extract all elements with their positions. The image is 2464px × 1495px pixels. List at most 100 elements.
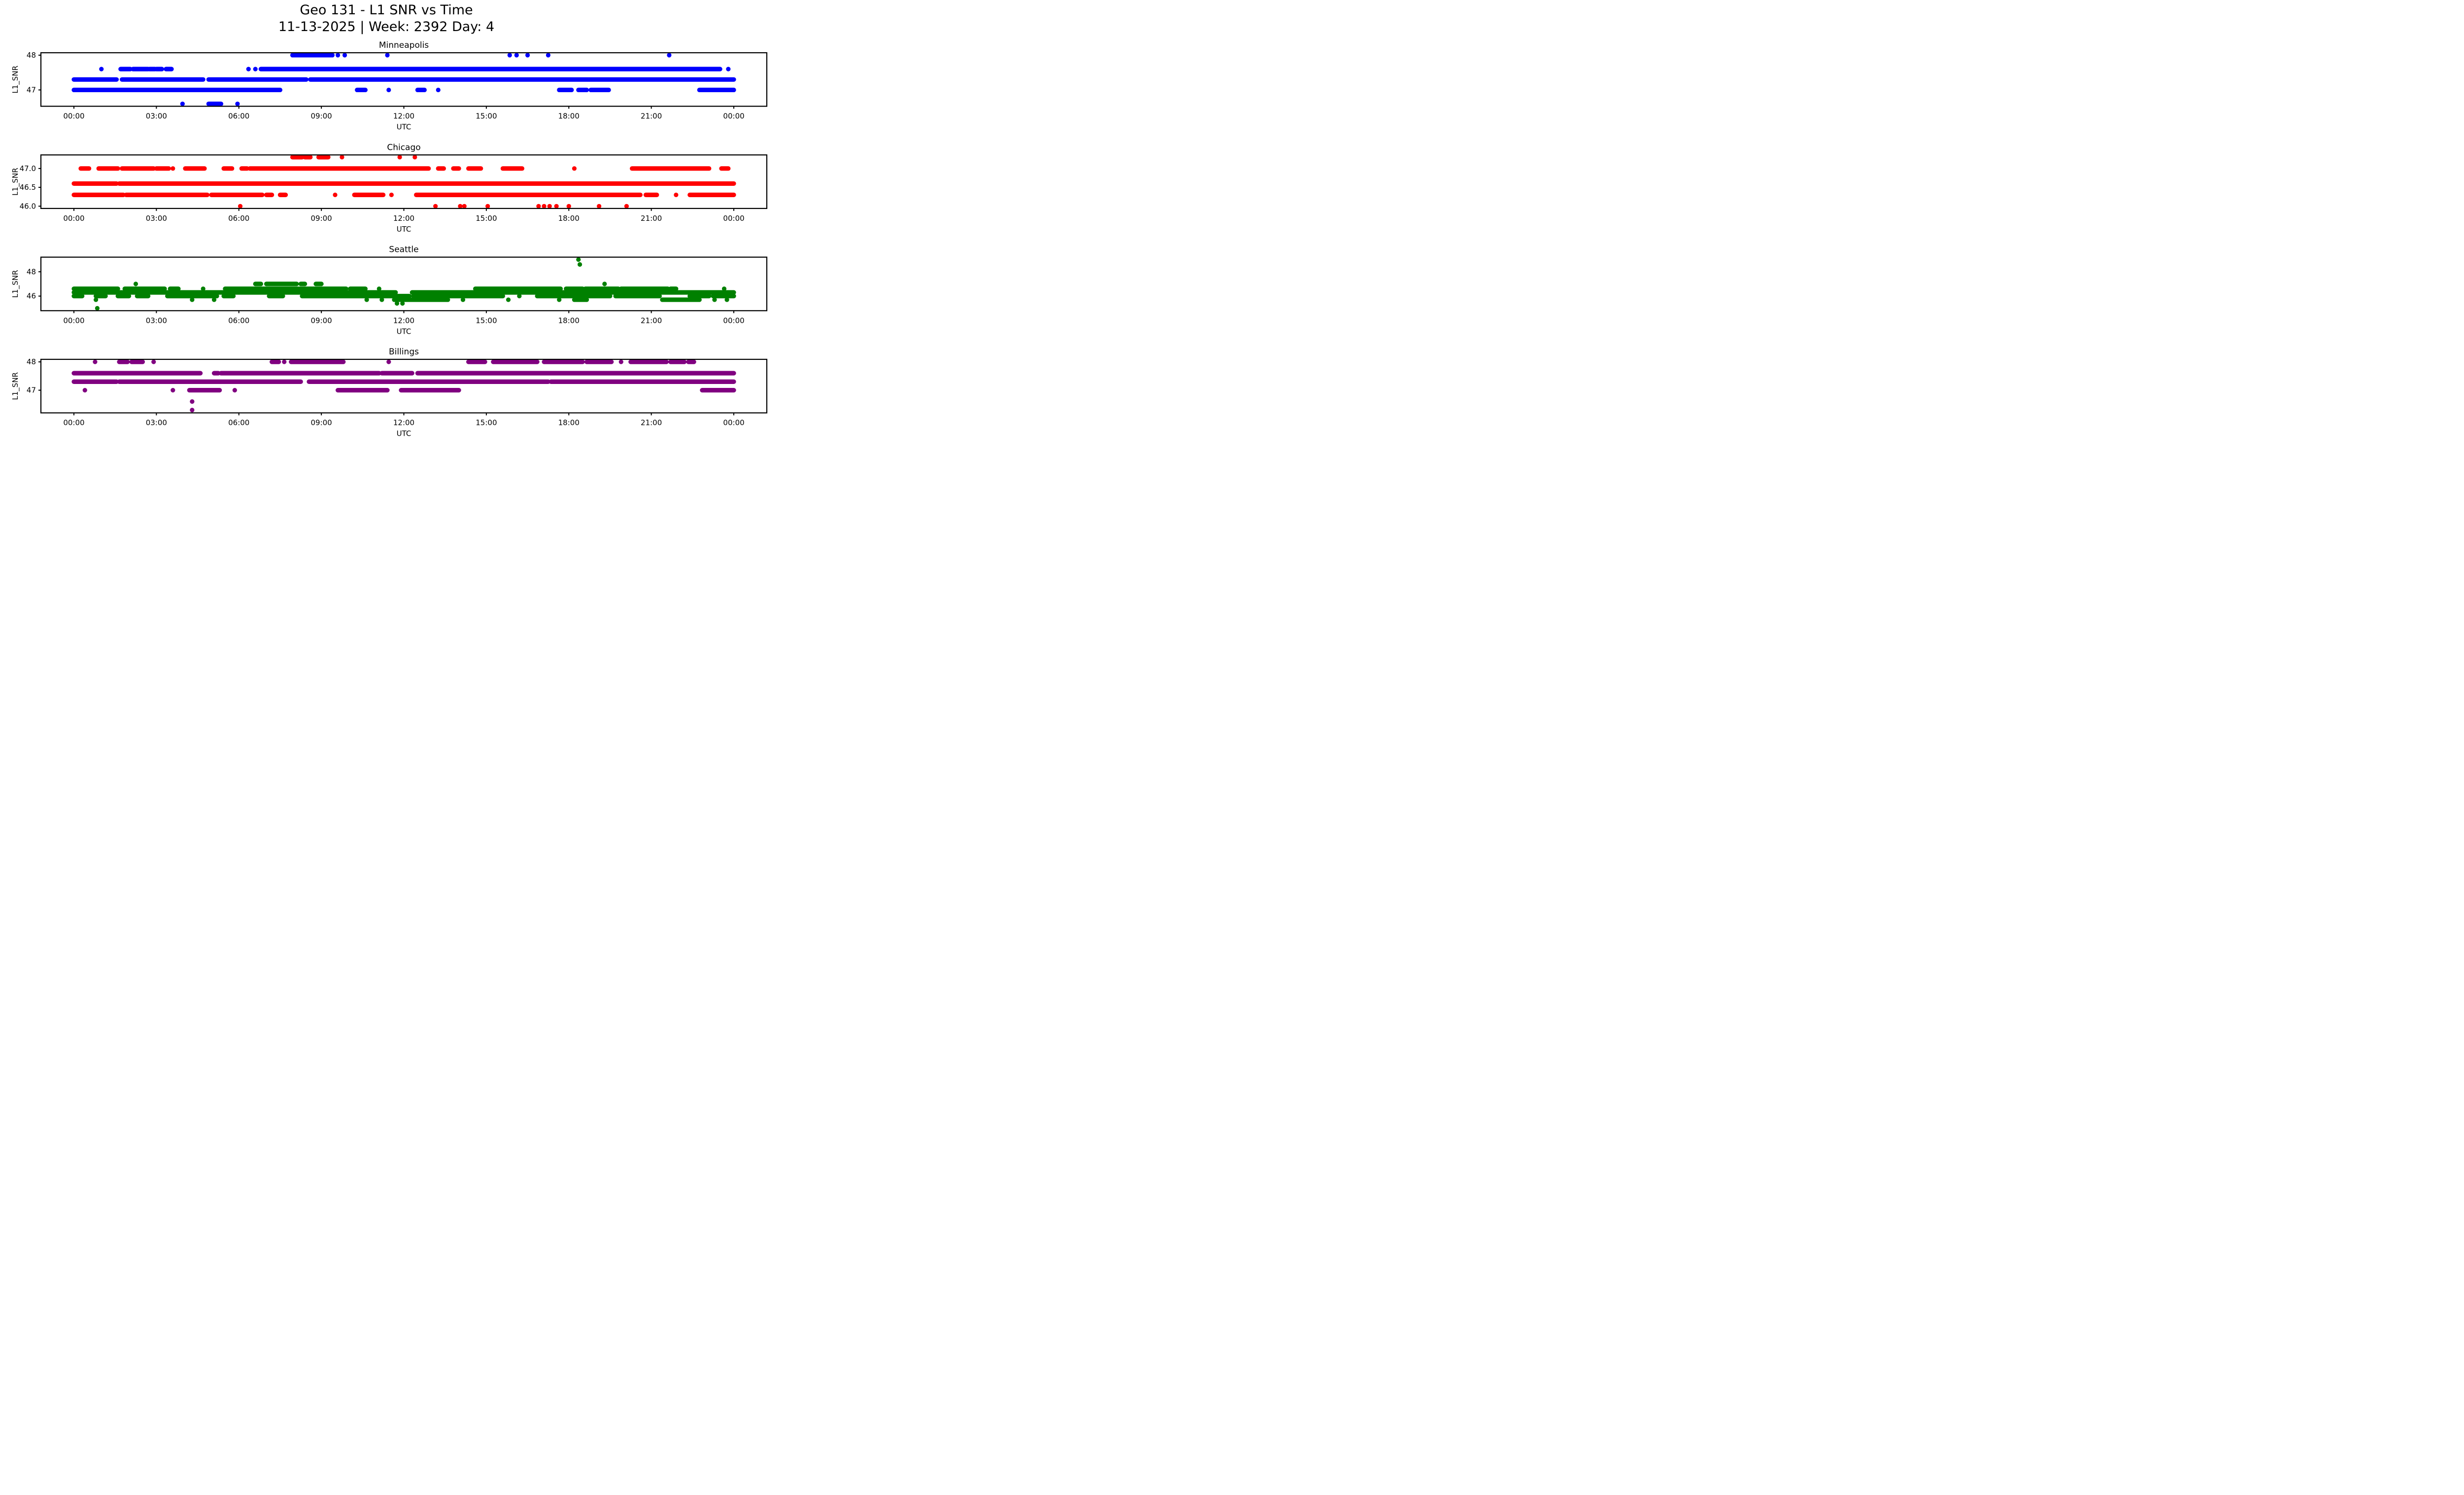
- y-axis-label: L1_SNR: [11, 66, 20, 94]
- x-axis-label: UTC: [397, 429, 411, 438]
- x-tick-label: 15:00: [476, 112, 497, 121]
- x-tick-label: 03:00: [146, 316, 167, 325]
- scatter-point: [386, 359, 391, 364]
- axes-frame: [40, 358, 768, 414]
- x-tick-label: 00:00: [723, 112, 744, 121]
- scatter-point: [624, 204, 629, 209]
- scatter-point: [235, 102, 240, 106]
- y-tick-label: 47.0: [20, 164, 36, 173]
- scatter-point: [93, 359, 98, 364]
- x-tick-label: 00:00: [723, 418, 744, 427]
- scatter-point: [232, 388, 237, 393]
- axes-title-seattle: Seattle: [389, 245, 418, 255]
- y-axis-label: L1_SNR: [11, 168, 20, 196]
- x-tick-label: 21:00: [641, 214, 662, 223]
- y-tick-label: 47: [27, 85, 36, 94]
- scatter-point: [190, 399, 195, 404]
- axes-title-minneapolis: Minneapolis: [379, 40, 429, 50]
- y-tick-label: 47: [27, 386, 36, 395]
- scatter-point: [190, 297, 195, 302]
- scatter-point: [389, 192, 394, 197]
- x-tick-label: 15:00: [476, 418, 497, 427]
- scatter-point: [386, 87, 391, 93]
- x-tick-label: 09:00: [310, 214, 332, 223]
- scatter-point: [211, 297, 217, 302]
- x-tick-label: 18:00: [558, 214, 580, 223]
- scatter-point: [576, 257, 581, 262]
- subplot-billings: 00:00 03:00 06:00 09:00 12:00 15:00 18:00 21:00…: [11, 347, 768, 438]
- x-tick-label: 00:00: [63, 112, 84, 121]
- y-tick-label: 46: [27, 292, 36, 301]
- scatter-point: [517, 294, 522, 299]
- scatter-point: [394, 301, 400, 306]
- x-tick-label: 12:00: [393, 214, 414, 223]
- scatter-point: [542, 204, 547, 209]
- scatter-point: [721, 286, 727, 291]
- x-tick-label: 03:00: [146, 214, 167, 223]
- x-tick-label: 00:00: [63, 316, 84, 325]
- x-tick-label: 18:00: [558, 316, 580, 325]
- scatter-point: [379, 297, 384, 302]
- scatter-point: [201, 286, 205, 291]
- x-tick-label: 18:00: [558, 418, 580, 427]
- scatter-point: [618, 359, 623, 364]
- x-tick-label: 09:00: [310, 316, 332, 325]
- scatter-point: [546, 53, 551, 58]
- scatter-point: [342, 53, 347, 58]
- x-tick-label: 00:00: [63, 418, 84, 427]
- x-tick-label: 18:00: [558, 112, 580, 121]
- scatter-point: [712, 297, 717, 302]
- subplot-minneapolis: 00:00 03:00 06:00 09:00 12:00 15:00 18:00 21:00…: [11, 40, 768, 132]
- axes-title-billings: Billings: [389, 347, 419, 357]
- x-axis-label: UTC: [397, 123, 411, 132]
- y-tick-label: 48: [27, 267, 36, 276]
- scatter-point: [400, 301, 405, 306]
- scatter-point: [340, 155, 344, 160]
- scatter-point: [557, 297, 562, 302]
- suptitle-line-2: 11-13-2025 | Week: 2392 Day: 4: [278, 19, 495, 35]
- x-tick-label: 00:00: [63, 214, 84, 223]
- scatter-point: [554, 204, 559, 209]
- scatter-point: [335, 53, 341, 58]
- x-tick-label: 00:00: [723, 316, 744, 325]
- x-tick-label: 15:00: [476, 316, 497, 325]
- scatter-point: [180, 102, 185, 106]
- scatter-point: [514, 53, 519, 58]
- x-tick-label: 06:00: [228, 112, 249, 121]
- x-axis-label: UTC: [397, 327, 411, 336]
- scatter-point: [458, 204, 463, 209]
- scatter-point: [133, 281, 138, 286]
- scatter-point: [597, 204, 602, 209]
- subplot-chicago: 00:00 03:00 06:00 09:00 12:00 15:00 18:00 21:00…: [11, 142, 768, 234]
- x-tick-label: 09:00: [310, 418, 332, 427]
- figure-suptitle: Geo 131 - L1 SNR vs Time 11-13-2025 | We…: [0, 2, 773, 35]
- scatter-point: [485, 204, 490, 209]
- x-tick-label: 21:00: [641, 112, 662, 121]
- scatter-point: [724, 297, 729, 302]
- x-tick-label: 21:00: [641, 418, 662, 427]
- x-tick-label: 06:00: [228, 214, 249, 223]
- x-tick-label: 00:00: [723, 214, 744, 223]
- scatter-point: [95, 306, 100, 311]
- x-tick-label: 06:00: [228, 316, 249, 325]
- scatter-point: [436, 87, 441, 93]
- x-tick-label: 03:00: [146, 418, 167, 427]
- scatter-point: [726, 67, 731, 71]
- scatter-point: [171, 166, 175, 171]
- scatter-point: [412, 155, 417, 160]
- x-tick-label: 03:00: [146, 112, 167, 121]
- scatter-point: [506, 297, 511, 302]
- scatter-point: [82, 388, 87, 393]
- scatter-point: [385, 53, 390, 58]
- x-tick-label: 12:00: [393, 316, 414, 325]
- y-tick-label: 46.0: [20, 202, 36, 210]
- scatter-point: [190, 408, 195, 413]
- x-tick-label: 12:00: [393, 112, 414, 121]
- scatter-point: [547, 204, 552, 209]
- x-tick-label: 06:00: [228, 418, 249, 427]
- y-axis-label: L1_SNR: [11, 372, 20, 400]
- scatter-point: [566, 204, 571, 209]
- x-tick-label: 15:00: [476, 214, 497, 223]
- axes-title-chicago: Chicago: [387, 142, 420, 152]
- y-tick-label: 48: [27, 51, 36, 60]
